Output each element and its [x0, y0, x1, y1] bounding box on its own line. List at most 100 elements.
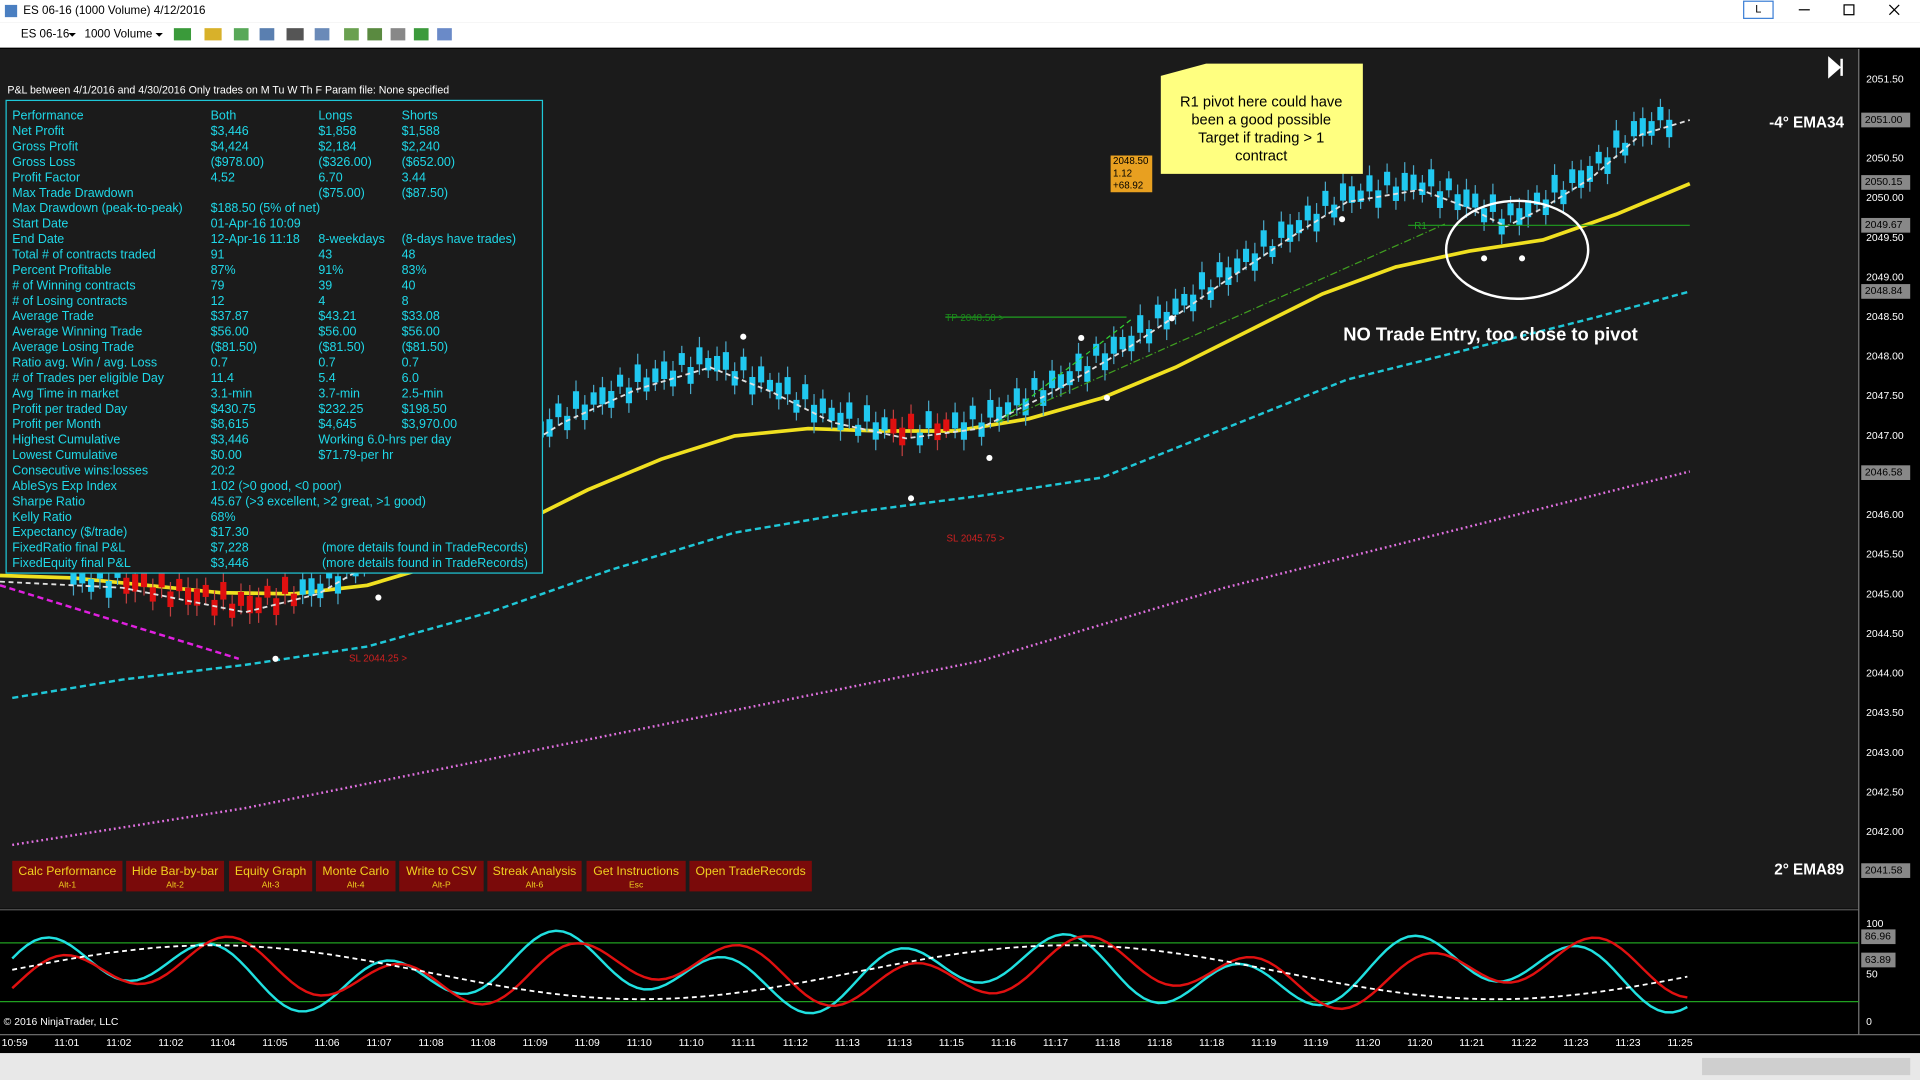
maximize-button[interactable] [1843, 4, 1855, 16]
candle-body [1613, 130, 1620, 148]
button-key[interactable]: Alt-4 [347, 880, 365, 890]
candle-body [969, 405, 976, 420]
swing-dots [272, 216, 1526, 662]
candle-body [1040, 390, 1047, 406]
candle-body [934, 423, 941, 441]
period-selector[interactable]: 1000 Volume [84, 27, 152, 40]
button[interactable] [228, 860, 313, 892]
button-key[interactable]: Alt-3 [262, 880, 280, 890]
candle-body [1533, 192, 1541, 205]
osc-signal-line [12, 944, 1688, 1001]
scrollbar[interactable] [1702, 1057, 1911, 1076]
candle-body [290, 593, 297, 607]
price-tick-label: 2048.50 [1866, 312, 1904, 323]
stats-value: Shorts [402, 109, 438, 123]
candle-body [643, 377, 650, 392]
button[interactable] [399, 860, 484, 892]
candle-body [617, 374, 624, 387]
stats-value: $430.75 [211, 402, 256, 416]
candle-body [1198, 272, 1206, 290]
candle-body [881, 417, 888, 431]
stats-value: ($87.50) [402, 186, 448, 200]
button[interactable] [487, 860, 582, 892]
button-key[interactable]: Alt-6 [526, 880, 544, 890]
scroll-end-button[interactable] [1828, 56, 1843, 79]
stats-label: Profit per traded Day [12, 402, 128, 416]
stats-label: End Date [12, 232, 64, 246]
button-label[interactable]: Monte Carlo [322, 864, 389, 878]
candle-body [255, 597, 262, 614]
candle-body [705, 358, 712, 371]
toolbar-icons[interactable] [173, 28, 452, 41]
candle-body [572, 391, 580, 409]
stats-value: 0.7 [211, 355, 228, 369]
button[interactable] [12, 860, 123, 892]
restore-button[interactable] [1743, 0, 1774, 19]
button-label[interactable]: Open TradeRecords [696, 864, 806, 878]
tag-line: +68.92 [1113, 181, 1143, 192]
candle-body [1419, 182, 1426, 195]
button-label[interactable]: Get Instructions [593, 864, 679, 878]
button[interactable] [315, 860, 396, 892]
time-tick-label: 11:21 [1459, 1038, 1484, 1049]
candle-body [1242, 248, 1250, 263]
candle-body [634, 364, 641, 382]
button-label[interactable]: Streak Analysis [493, 864, 577, 878]
stats-value: (more details found in TradeRecords) [322, 541, 528, 555]
stats-value: $71.79-per hr [318, 448, 393, 462]
stats-value: 1.02 (>0 good, <0 poor) [211, 479, 342, 493]
sl-label: SL 2045.75 > [947, 533, 1005, 544]
candle-body [167, 591, 174, 608]
time-tick-label: 11:15 [939, 1038, 964, 1049]
candle-body [1366, 175, 1373, 192]
button-label[interactable]: Calc Performance [18, 864, 116, 878]
dropdown-arrow[interactable] [155, 33, 163, 37]
restore-label[interactable]: L [1755, 4, 1761, 16]
stats-value: (more details found in TradeRecords) [322, 556, 528, 570]
stats-value: $3,970.00 [402, 417, 458, 431]
button-key[interactable]: Alt-2 [166, 880, 184, 890]
candle-body [1304, 205, 1311, 221]
candle-body [1472, 193, 1479, 208]
time-tick-label: 11:09 [575, 1038, 600, 1049]
button[interactable] [586, 860, 686, 892]
price-marker [1861, 465, 1911, 480]
stats-value: 20:2 [211, 463, 235, 477]
button-label[interactable]: Equity Graph [235, 864, 307, 878]
close-button[interactable] [1888, 4, 1900, 16]
candle-body [1454, 194, 1461, 211]
button[interactable] [126, 860, 225, 892]
time-tick-label: 11:19 [1303, 1038, 1328, 1049]
stats-value: 6.70 [318, 170, 342, 184]
candle-body [590, 392, 597, 405]
button[interactable] [689, 860, 812, 892]
stats-value: 43 [318, 247, 332, 261]
time-tick-label: 11:12 [783, 1038, 808, 1049]
button-key[interactable]: Alt-1 [59, 880, 77, 890]
button-key[interactable]: Alt-P [432, 880, 451, 890]
callout-line: contract [1235, 149, 1287, 165]
candle-body [1313, 213, 1320, 232]
button-label[interactable]: Hide Bar-by-bar [132, 864, 218, 878]
stats-label: Gross Profit [12, 139, 78, 153]
stats-label: Max Drawdown (peak-to-peak) [12, 201, 182, 215]
status-bar [0, 1053, 1920, 1080]
stats-label: Expectancy ($/trade) [12, 525, 127, 539]
button-key[interactable]: Esc [629, 880, 644, 890]
dropdown-arrow[interactable] [68, 33, 76, 37]
price-marker [1861, 175, 1911, 190]
instrument-selector[interactable]: ES 06-16 [21, 27, 69, 40]
candle-body [264, 585, 271, 598]
candle-body [193, 588, 200, 606]
candle-body [1595, 151, 1602, 164]
candle-body [722, 352, 729, 370]
button-label[interactable]: Write to CSV [406, 864, 477, 878]
candle-body [714, 355, 721, 372]
candle-body [1516, 208, 1523, 226]
stats-label: Profit Factor [12, 170, 80, 184]
price-tick-label: 2047.50 [1866, 391, 1904, 402]
time-tick-label: 11:23 [1615, 1038, 1640, 1049]
candle-body [1639, 118, 1646, 136]
time-tick-label: 11:16 [991, 1038, 1016, 1049]
